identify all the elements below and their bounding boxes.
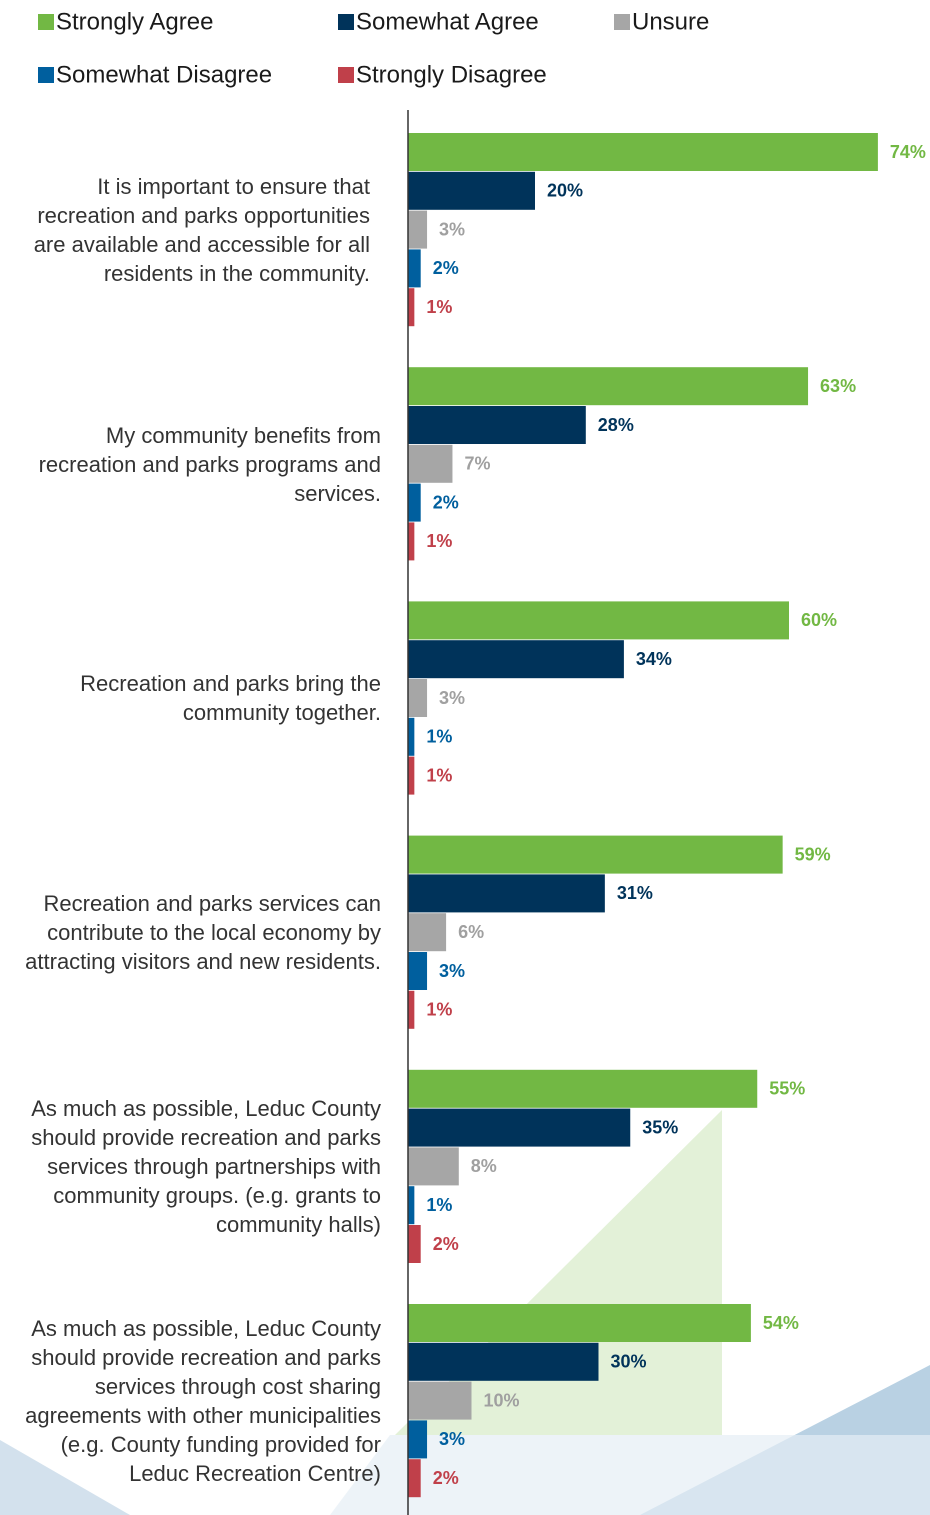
legend-swatch: [338, 67, 354, 83]
bar: [408, 483, 421, 522]
value-label: 59%: [795, 844, 831, 864]
value-label: 34%: [636, 649, 672, 669]
legend-label: Somewhat Disagree: [56, 61, 272, 88]
value-label: 3%: [439, 961, 465, 981]
bar: [408, 249, 421, 288]
value-label: 54%: [763, 1313, 799, 1333]
legend-label: Unsure: [632, 8, 709, 35]
category-text: It is important to ensure that recreatio…: [33, 174, 370, 286]
value-label: 3%: [439, 688, 465, 708]
value-label: 3%: [439, 1429, 465, 1449]
category-label: As much as possible, Leduc County should…: [0, 1304, 381, 1498]
bar: [408, 601, 789, 640]
legend-label: Strongly Disagree: [356, 61, 547, 88]
decoration: [330, 1435, 930, 1515]
bar: [408, 1304, 751, 1342]
bar: [408, 133, 878, 171]
value-label: 1%: [426, 1195, 452, 1215]
legend-label: Strongly Agree: [56, 8, 213, 35]
value-label: 20%: [547, 181, 583, 201]
value-label: 2%: [433, 1468, 459, 1488]
bar: [408, 210, 428, 249]
value-label: 30%: [611, 1352, 647, 1372]
category-text: Recreation and parks services can contri…: [25, 891, 381, 975]
bar: [408, 1459, 421, 1498]
category-label: My community benefits from recreation an…: [0, 367, 381, 561]
bar: [408, 1069, 758, 1108]
category-label: It is important to ensure that recreatio…: [0, 133, 370, 327]
category-text: As much as possible, Leduc County should…: [31, 1096, 381, 1238]
value-label: 1%: [426, 1000, 452, 1020]
category-text: As much as possible, Leduc County should…: [25, 1316, 381, 1486]
value-label: 55%: [769, 1079, 805, 1099]
category-label: Recreation and parks bring the community…: [0, 601, 381, 795]
legend-label: Somewhat Agree: [356, 8, 539, 35]
bar: [408, 1342, 599, 1381]
value-label: 28%: [598, 415, 634, 435]
legend-swatch: [338, 14, 354, 30]
bar: [408, 1108, 631, 1147]
legend-swatch: [614, 14, 630, 30]
bar: [408, 913, 447, 952]
value-label: 1%: [426, 531, 452, 551]
category-text: Recreation and parks bring the community…: [80, 671, 381, 726]
value-label: 60%: [801, 610, 837, 630]
value-label: 31%: [617, 883, 653, 903]
value-label: 63%: [820, 376, 856, 396]
value-label: 2%: [433, 258, 459, 278]
bar: [408, 288, 415, 327]
value-label: 7%: [464, 454, 490, 474]
bar: [408, 679, 428, 717]
bar: [408, 522, 415, 561]
bar: [408, 756, 415, 795]
bar: [408, 1186, 415, 1225]
bar: [408, 1147, 459, 1186]
category-text: My community benefits from recreation an…: [38, 422, 381, 506]
decoration: [0, 1440, 130, 1515]
value-label: 1%: [426, 297, 452, 317]
bar: [408, 367, 809, 406]
bar: [408, 990, 415, 1029]
value-label: 10%: [484, 1390, 520, 1410]
value-label: 2%: [433, 1234, 459, 1254]
category-label: Recreation and parks services can contri…: [0, 836, 381, 1030]
value-label: 3%: [439, 219, 465, 239]
value-label: 35%: [642, 1117, 678, 1137]
bar: [408, 874, 605, 913]
bar: [408, 1381, 472, 1420]
category-label: As much as possible, Leduc County should…: [0, 1070, 381, 1264]
bar: [408, 171, 535, 210]
bar: [408, 717, 415, 756]
legend-swatch: [38, 14, 54, 30]
value-label: 1%: [426, 727, 452, 747]
value-label: 1%: [426, 765, 452, 785]
bar: [408, 1420, 428, 1459]
bar: [408, 952, 428, 990]
legend-swatch: [38, 67, 54, 83]
bar: [408, 444, 453, 483]
bar: [408, 406, 586, 444]
value-label: 2%: [433, 492, 459, 512]
value-label: 74%: [890, 142, 926, 162]
bar: [408, 640, 624, 679]
bar: [408, 835, 783, 874]
value-label: 6%: [458, 922, 484, 942]
value-label: 8%: [471, 1156, 497, 1176]
bar: [408, 1225, 421, 1263]
